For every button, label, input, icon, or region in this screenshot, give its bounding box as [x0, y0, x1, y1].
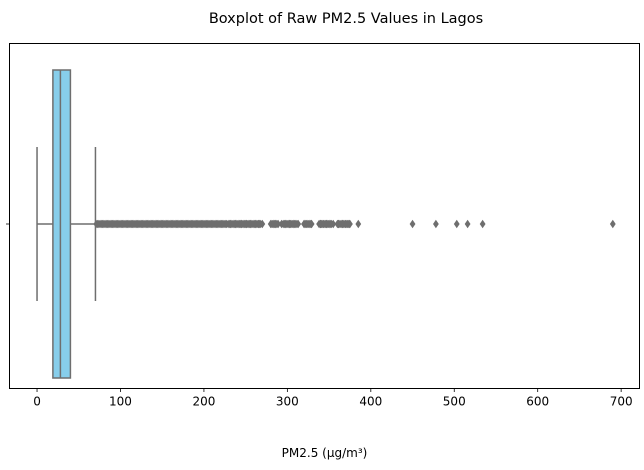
- x-tick-label: 0: [33, 395, 41, 409]
- outlier-point: [259, 219, 266, 229]
- outlier-point: [282, 219, 289, 229]
- outlier-point: [301, 219, 307, 229]
- outlier-point: [330, 219, 337, 229]
- x-axis: 0 100 200 300 400 500 600 700: [6, 223, 633, 409]
- outlier-point: [295, 219, 302, 229]
- outlier-point: [232, 219, 239, 229]
- outlier-point: [339, 219, 346, 229]
- outlier-point: [320, 219, 327, 229]
- outlier-point: [453, 219, 460, 229]
- outlier-point: [256, 219, 262, 229]
- outlier-point: [342, 219, 349, 229]
- plot-frame: [9, 43, 640, 389]
- chart-title: Boxplot of Raw PM2.5 Values in Lagos: [209, 11, 483, 27]
- outlier-point: [326, 219, 332, 229]
- iqr-box: [52, 69, 72, 379]
- outlier-point: [272, 219, 279, 229]
- outlier-point: [355, 219, 362, 229]
- outlier-point: [335, 219, 342, 229]
- outlier-point: [479, 219, 486, 229]
- outlier-point: [286, 219, 293, 229]
- outlier-point: [609, 219, 616, 229]
- outlier-point: [252, 219, 259, 229]
- outlier-point: [464, 219, 471, 229]
- outlier-point: [346, 219, 353, 229]
- outlier-point: [227, 219, 234, 229]
- plot-area: [36, 69, 616, 379]
- x-tick-label: 500: [443, 395, 466, 409]
- outlier-point: [247, 219, 254, 229]
- outlier-point: [290, 219, 297, 229]
- outlier-point: [308, 219, 315, 229]
- x-tick-label: 100: [109, 395, 132, 409]
- outlier-point: [409, 219, 416, 229]
- x-tick-label: 600: [526, 395, 549, 409]
- x-tick-label: 300: [276, 395, 299, 409]
- outlier-point: [278, 219, 285, 229]
- x-tick-label: 200: [192, 395, 215, 409]
- outlier-point: [432, 219, 439, 229]
- x-tick-label: 400: [359, 395, 382, 409]
- outlier-point: [243, 219, 250, 229]
- x-axis-label: PM2.5 (µg/m³): [282, 446, 368, 460]
- x-tick-label: 700: [610, 395, 633, 409]
- outlier-point: [238, 219, 245, 229]
